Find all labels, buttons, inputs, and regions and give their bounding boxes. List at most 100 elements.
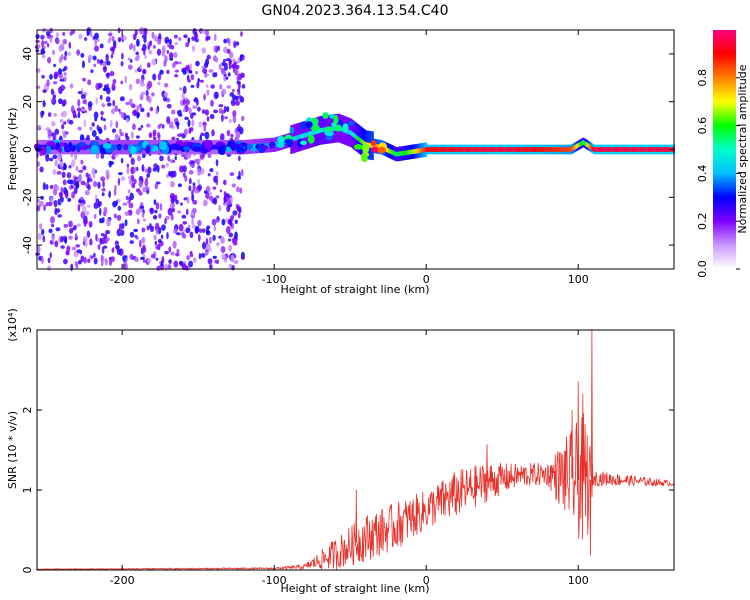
spectrogram-cell: [597, 147, 600, 152]
y-tick-label: 1: [21, 487, 34, 494]
spectrogram-cell: [241, 84, 246, 89]
spectrogram-cell: [426, 147, 429, 152]
spectrogram-cell: [459, 147, 462, 152]
spectrogram-cell: [87, 55, 92, 63]
spectrogram-cell: [142, 218, 146, 222]
spectrogram-cell: [495, 147, 498, 152]
spectrogram-cell: [227, 198, 232, 206]
spectrogram-cell: [220, 245, 226, 253]
spectrogram-cell: [202, 199, 208, 207]
spectrogram-cell: [437, 147, 439, 152]
spectrogram-cell: [107, 102, 112, 107]
spectrogram-cell: [549, 147, 552, 152]
spectrogram-cell: [166, 69, 170, 75]
spectrogram-cell: [77, 260, 82, 265]
spectrogram-cell: [51, 98, 56, 103]
spectrogram-cell: [178, 223, 184, 232]
spectrogram-cell: [203, 139, 213, 150]
spectrogram-x-ticks: -200 -100 0 100: [110, 30, 589, 286]
spectrogram-cell: [204, 131, 210, 140]
spectrogram-cell: [208, 236, 212, 244]
spectrogram-cell: [433, 147, 436, 152]
spectrogram-cell: [73, 179, 77, 187]
spectrogram-cell: [70, 29, 76, 35]
spectrogram-cell: [155, 181, 161, 185]
spectrogram-cell: [497, 147, 500, 152]
spectrogram-cell: [506, 147, 508, 152]
spectrogram-cell: [443, 147, 446, 152]
spectrogram-cell: [514, 147, 517, 152]
spectrogram-cell: [164, 91, 169, 98]
spectrogram-cell: [172, 194, 176, 199]
colorbar-ticks: 0.0 0.2 0.4 0.6 0.8: [696, 69, 740, 278]
spectrogram-cell: [197, 184, 202, 191]
spectrogram-cell: [505, 147, 507, 152]
spectrogram-cell: [151, 92, 155, 97]
spectrogram-cell: [55, 208, 61, 213]
spectrogram-cell: [235, 64, 240, 70]
spectrogram-cell: [46, 79, 50, 87]
spectrogram-cell: [399, 151, 402, 157]
spectrogram-cell: [140, 91, 145, 96]
spectrogram-cell: [117, 37, 122, 43]
spectrogram-cell: [111, 144, 114, 150]
spectrogram-cell: [164, 250, 169, 255]
snr-y-ticks: 0 1 2 3: [21, 327, 674, 574]
spectrogram-cell: [225, 76, 229, 80]
spectrogram-cell: [63, 133, 67, 139]
spectrogram-cell: [563, 147, 566, 152]
spectrogram-cell: [283, 138, 294, 144]
spectrogram-cell: [194, 190, 199, 194]
spectrogram-cell: [120, 157, 124, 164]
spectrogram-cell: [196, 158, 201, 163]
spectrogram-cell: [207, 153, 212, 158]
spectrogram-cell: [590, 145, 592, 150]
spectrogram-cell: [241, 168, 244, 177]
spectrogram-cell: [173, 260, 179, 268]
spectrogram-cell: [124, 219, 128, 227]
spectrogram-cell: [342, 123, 349, 133]
spectrogram-cell: [529, 147, 532, 152]
spectrogram-cell: [41, 74, 45, 79]
spectrogram-cell: [77, 174, 82, 183]
spectrogram-cell: [199, 153, 205, 160]
spectrogram-cell: [236, 80, 241, 85]
spectrogram-x-label: Height of straight line (km): [280, 283, 429, 296]
spectrogram-cell: [192, 105, 198, 109]
spectrogram-cell: [182, 85, 187, 94]
spectrogram-cell: [92, 55, 97, 61]
spectrogram-cell: [453, 147, 455, 152]
spectrogram-cell: [60, 186, 64, 194]
spectrogram-cell: [393, 150, 396, 156]
spectrogram-cell: [276, 141, 279, 147]
spectrogram-cell: [543, 147, 546, 152]
spectrogram-cell: [47, 257, 51, 264]
spectrogram-cell: [210, 99, 214, 107]
spectrogram-cell: [209, 167, 214, 173]
spectrogram-cell: [499, 147, 502, 152]
spectrogram-cell: [220, 69, 226, 75]
spectrogram-cell: [182, 228, 185, 234]
spectrogram-cell: [46, 30, 51, 36]
spectrogram-cell: [445, 147, 448, 152]
spectrogram-cell: [500, 147, 503, 152]
spectrogram-cell: [250, 147, 257, 152]
spectrogram-cell: [627, 147, 630, 152]
spectrogram-cell: [200, 252, 206, 258]
spectrogram-cell: [213, 144, 216, 150]
spectrogram-cell: [615, 147, 618, 152]
spectrogram-cell: [216, 242, 220, 247]
spectrogram-cell: [612, 147, 615, 152]
spectrogram-cell: [220, 114, 224, 122]
spectrogram-cell: [205, 185, 211, 193]
spectrogram-cell: [306, 132, 308, 138]
spectrogram-cell: [553, 147, 555, 152]
spectrogram-cell: [454, 147, 456, 152]
x-tick-label: 0: [423, 273, 430, 286]
spectrogram-cell: [214, 175, 218, 180]
spectrogram-cell: [59, 78, 65, 82]
spectrogram-cell: [87, 184, 91, 191]
spectrogram-cell: [223, 105, 227, 114]
spectrogram-cell: [125, 101, 130, 106]
spectrogram-cell: [191, 119, 195, 127]
